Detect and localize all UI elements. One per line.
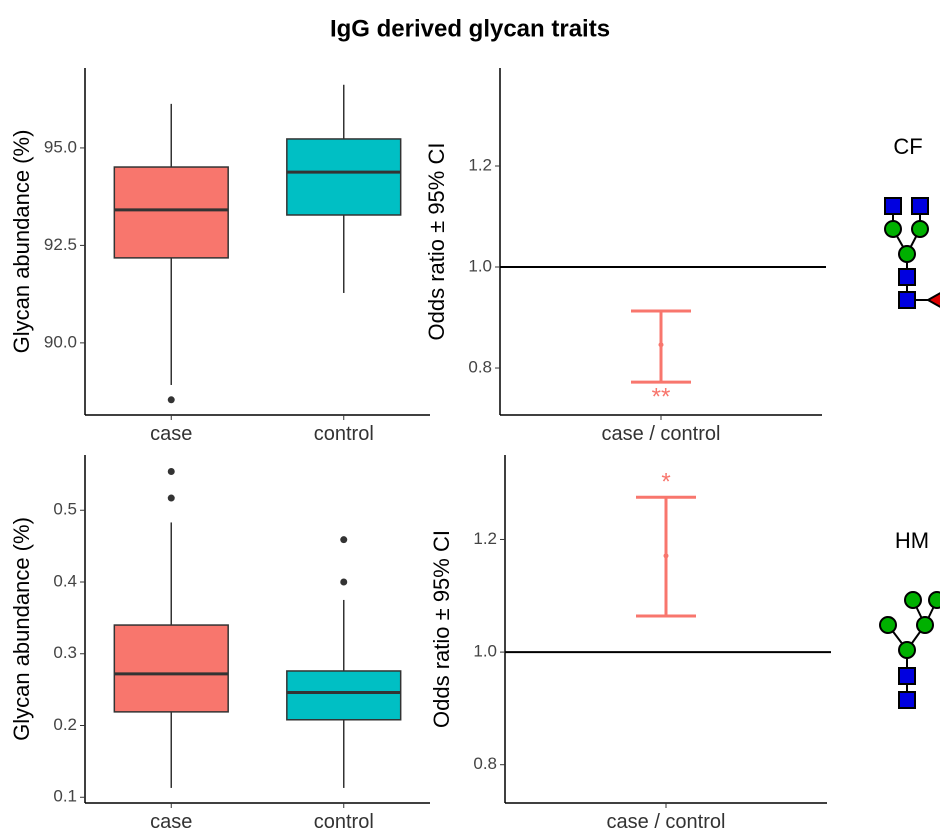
point xyxy=(659,342,664,347)
figure: IgG derived glycan traits CF HM 90.0 92.5… xyxy=(0,0,940,832)
y-tick-label: 1.0 xyxy=(468,256,492,275)
x-tick-label: control xyxy=(314,423,374,445)
y-tick-label: 90.0 xyxy=(44,332,77,351)
y-tick-label: 0.8 xyxy=(468,358,492,377)
figure-title: IgG derived glycan traits xyxy=(330,15,610,42)
glycan-label: CF xyxy=(893,134,922,159)
point xyxy=(664,553,669,558)
outlier xyxy=(340,579,347,586)
y-tick-label: 1.2 xyxy=(473,529,497,548)
y-tick-label: 0.8 xyxy=(473,754,497,773)
glycan-hm-icon xyxy=(880,592,940,708)
x-tick-label: case / control xyxy=(602,423,721,445)
glycan-label: HM xyxy=(895,528,929,553)
box xyxy=(114,167,228,258)
box xyxy=(287,671,401,720)
y-tick-label: 1.2 xyxy=(468,155,492,174)
y-tick-label: 0.1 xyxy=(53,787,77,806)
y-tick-label: 92.5 xyxy=(44,235,77,254)
outlier xyxy=(168,468,175,475)
y-axis-title: Glycan abundance (%) xyxy=(9,517,34,741)
box xyxy=(287,139,401,215)
y-tick-label: 1.0 xyxy=(473,642,497,661)
outlier xyxy=(168,495,175,502)
x-tick-label: case / control xyxy=(607,811,726,832)
y-tick-label: 0.5 xyxy=(53,500,77,519)
y-axis-title: Glycan abundance (%) xyxy=(9,130,34,354)
y-tick-label: 0.3 xyxy=(53,643,77,662)
y-axis-title: Odds ratio ± 95% CI xyxy=(424,143,449,341)
y-tick-label: 0.2 xyxy=(53,715,77,734)
box xyxy=(114,625,228,712)
glycan-cf-icon xyxy=(885,198,940,309)
significance: * xyxy=(661,469,670,496)
significance: ** xyxy=(652,384,671,411)
outlier xyxy=(340,536,347,543)
outlier xyxy=(168,396,175,403)
x-tick-label: case xyxy=(150,423,192,445)
y-tick-label: 95.0 xyxy=(44,137,77,156)
y-axis-title: Odds ratio ± 95% CI xyxy=(429,530,454,728)
x-tick-label: control xyxy=(314,811,374,832)
y-tick-label: 0.4 xyxy=(53,571,77,590)
x-tick-label: case xyxy=(150,811,192,832)
